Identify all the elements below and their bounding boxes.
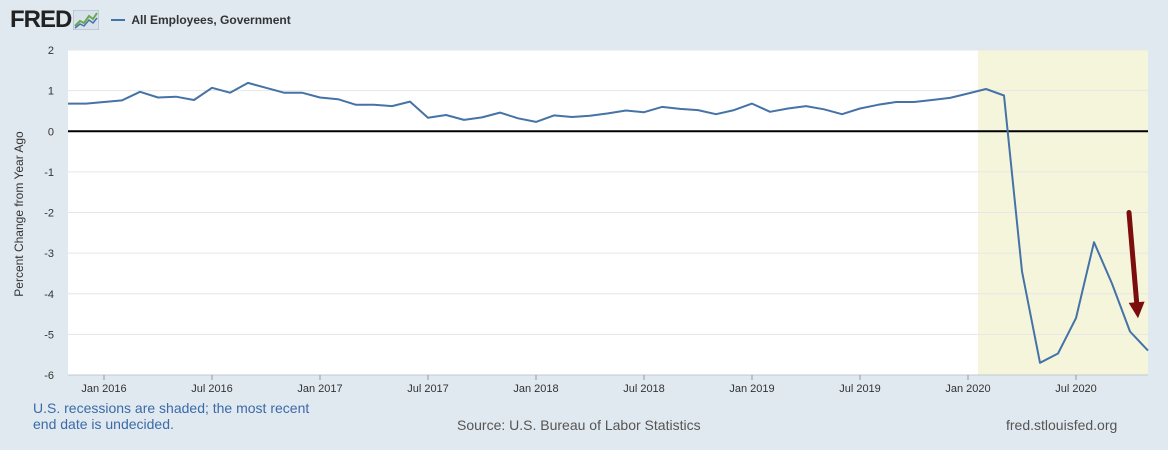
y-tick-label: 0: [48, 126, 54, 138]
x-tick-label: Jan 2018: [513, 383, 558, 395]
arrow-shaft: [1126, 210, 1140, 305]
y-tick-label: 1: [48, 86, 54, 98]
line-chart: 2 1 0 -1 -2 -3 -4 -5 -6 Jan 2016 Jul 2016 Jan 2017…: [12, 45, 1149, 395]
x-tick-label: Jul 2018: [623, 383, 665, 395]
x-tick-label: Jan 2017: [297, 383, 342, 395]
series-line-government-employees[interactable]: [68, 81, 1149, 364]
y-tick-label: 2: [48, 45, 54, 57]
x-tick-label: Jan 2020: [945, 383, 990, 395]
fred-logo-text: FRED: [10, 6, 72, 33]
y-tick-label: -4: [44, 289, 54, 301]
y-tick-label: -3: [44, 248, 54, 260]
legend-swatch: [111, 19, 126, 21]
source-url-link[interactable]: fred.stlouisfed.org: [1006, 417, 1118, 433]
fred-logo[interactable]: FRED: [10, 6, 100, 33]
legend-label: All Employees, Government: [131, 13, 291, 27]
x-tick-label: Jan 2016: [81, 383, 126, 395]
x-tick-label: Jul 2017: [407, 383, 449, 395]
x-tick-label: Jul 2019: [839, 383, 881, 395]
arrow-head: [1128, 301, 1145, 319]
y-axis-label: Percent Change from Year Ago: [12, 131, 26, 297]
x-tick-label: Jan 2019: [729, 383, 774, 395]
y-tick-label: -1: [44, 167, 54, 179]
recession-note: U.S. recessions are shaded; the most rec…: [33, 400, 310, 432]
fred-chart-logo-icon: [73, 10, 100, 30]
chart-legend: All Employees, Government: [111, 13, 291, 27]
chart-header: FRED All Employees, Government: [10, 6, 291, 34]
y-tick-label: -2: [44, 208, 54, 220]
y-tick-label: -5: [44, 329, 54, 341]
x-tick-label: Jul 2016: [191, 383, 233, 395]
x-axis-ticks: Jan 2016 Jul 2016 Jan 2017 Jul 2017 Jan 2018…: [81, 375, 1097, 395]
y-axis-ticks: 2 1 0 -1 -2 -3 -4 -5 -6: [44, 45, 54, 382]
source-text: Source: U.S. Bureau of Labor Statistics: [457, 417, 701, 433]
x-tick-label: Jul 2020: [1055, 383, 1097, 395]
annotation-arrow: [1126, 210, 1145, 319]
y-tick-label: -6: [44, 370, 54, 382]
